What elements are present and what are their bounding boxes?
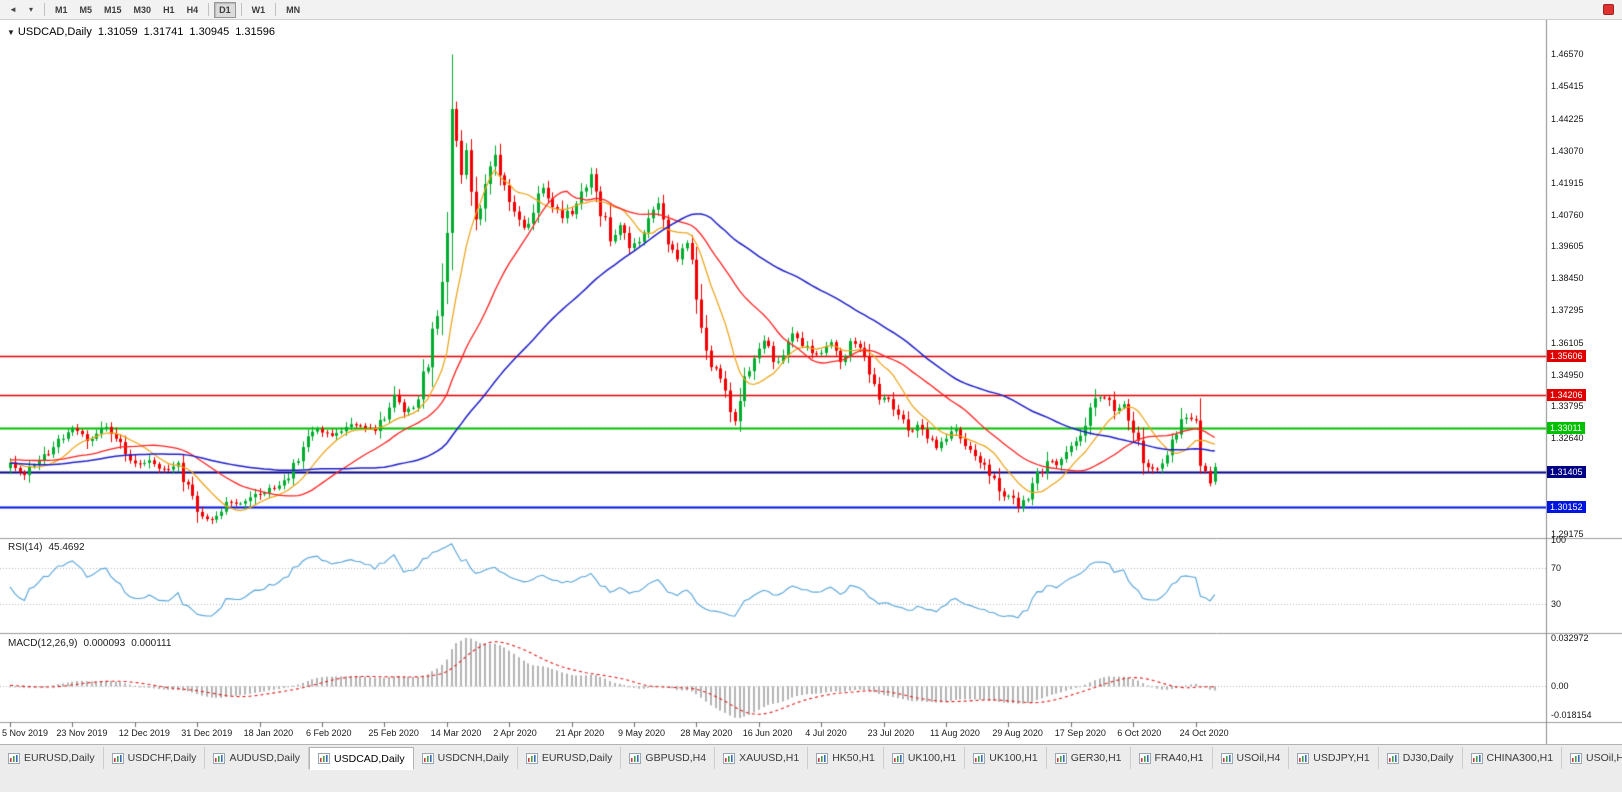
mini-chart-icon — [1470, 752, 1483, 764]
chart-tab-label: DJ30,Daily — [1402, 752, 1454, 764]
mini-chart-icon — [723, 752, 736, 764]
chart-tab-hk50-h1[interactable]: HK50,H1 — [808, 747, 884, 769]
chart-tab-label: USDJPY,H1 — [1313, 752, 1370, 764]
chart-tab-usdcnh-daily[interactable]: USDCNH,Daily — [413, 747, 518, 769]
chart-tab-usdjpy-h1[interactable]: USDJPY,H1 — [1289, 747, 1379, 769]
chart-tab-eurusd-daily[interactable]: EURUSD,Daily — [0, 747, 104, 769]
mini-chart-icon — [816, 752, 829, 764]
toolbar-separator — [240, 3, 242, 16]
mini-chart-icon — [421, 752, 434, 764]
period-button-m15[interactable]: M15 — [99, 2, 127, 18]
chart-tab-label: USDCAD,Daily — [334, 752, 405, 765]
chart-tab-uk100-h1[interactable]: UK100,H1 — [883, 747, 966, 769]
chart-tab-label: UK100,H1 — [989, 752, 1038, 764]
mini-chart-icon — [1054, 752, 1067, 764]
chart-tab-label: USDCHF,Daily — [127, 752, 197, 764]
mini-chart-icon — [111, 752, 124, 764]
chart-tab-usdcad-daily[interactable]: USDCAD,Daily — [309, 747, 414, 770]
chart-tab-bar: EURUSD,Daily USDCHF,Daily AUDUSD,Daily USDC… — [0, 744, 1622, 792]
period-button-group: M1 M5 M15 M30 H1 H4 D1 W1 MN — [49, 1, 306, 18]
chart-tab-label: USOil,H4 — [1236, 752, 1281, 764]
mini-chart-icon — [8, 752, 20, 764]
chart-tab-ger30-h1[interactable]: GER30,H1 — [1046, 747, 1131, 769]
chart-tab-label: UK100,H1 — [907, 752, 957, 764]
chart-tab-label: EURUSD,Daily — [541, 752, 613, 764]
mini-chart-icon — [973, 752, 986, 764]
period-button-m1[interactable]: M1 — [50, 2, 73, 18]
mini-chart-icon — [1297, 752, 1310, 764]
period-button-w1[interactable]: W1 — [247, 2, 271, 18]
mini-chart-icon — [1220, 752, 1233, 764]
toolbar-separator — [44, 3, 45, 16]
chart-tab-gbpusd-h4[interactable]: GBPUSD,H4 — [621, 747, 716, 769]
period-button-mn[interactable]: MN — [281, 2, 305, 18]
chart-tab-label: GBPUSD,H4 — [645, 752, 707, 764]
chart-window: ▼ USDCAD,Daily 1.31059 1.31741 1.30945 1.3159… — [0, 20, 1622, 744]
mini-chart-icon — [629, 752, 642, 764]
period-button-m30[interactable]: M30 — [129, 2, 157, 18]
mini-chart-icon — [1570, 752, 1583, 764]
chart-tab-dj30-daily[interactable]: DJ30,Daily — [1378, 747, 1463, 769]
mini-chart-icon — [525, 752, 538, 764]
dropdown-icon[interactable]: ▾ — [28, 5, 33, 14]
chart-tab-uk100-h1[interactable]: UK100,H1 — [965, 747, 1047, 769]
mini-chart-icon — [1386, 752, 1399, 764]
period-button-m5[interactable]: M5 — [75, 2, 98, 18]
chart-tab-eurusd-daily[interactable]: EURUSD,Daily — [517, 747, 622, 769]
price-chart-canvas[interactable] — [0, 20, 1622, 744]
chart-tab-china300-h1[interactable]: CHINA300,H1 — [1462, 747, 1563, 769]
toolbar-separator — [275, 3, 277, 16]
period-toolbar: ◄ ▾ M1 M5 M15 M30 H1 H4 D1 W1 MN — [0, 0, 1622, 20]
mini-chart-icon — [1138, 752, 1151, 764]
notification-icon[interactable] — [1603, 4, 1614, 15]
chart-tab-label: AUDUSD,Daily — [229, 752, 301, 764]
period-button-h1[interactable]: H1 — [158, 2, 180, 18]
chart-tab-label: CHINA300,H1 — [1486, 752, 1554, 764]
chart-tab-label: EURUSD,Daily — [24, 752, 95, 764]
chart-tab-usoil-h4[interactable]: USOil,H4 — [1212, 747, 1290, 769]
chart-tab-xauusd-h1[interactable]: XAUUSD,H1 — [715, 747, 809, 769]
scroll-left-icon[interactable]: ◄ — [9, 5, 17, 14]
chart-tab-label: USOil,H1 — [1586, 752, 1622, 764]
chart-tab-label: HK50,H1 — [832, 752, 875, 764]
chart-tab-label: USDCNH,Daily — [437, 752, 509, 764]
toolbar-separator — [208, 3, 210, 16]
chart-tab-usdchf-daily[interactable]: USDCHF,Daily — [103, 747, 206, 769]
chart-tab-fra40-h1[interactable]: FRA40,H1 — [1130, 747, 1213, 769]
chart-tab-label: XAUUSD,H1 — [739, 752, 800, 764]
chart-tab-label: FRA40,H1 — [1154, 752, 1204, 764]
period-button-d1[interactable]: D1 — [214, 1, 236, 18]
mini-chart-icon — [213, 752, 226, 764]
mini-chart-icon — [891, 752, 904, 764]
period-button-h4[interactable]: H4 — [182, 2, 204, 18]
chart-tab-label: GER30,H1 — [1070, 752, 1122, 764]
chart-tab-usoil-h1[interactable]: USOil,H1 — [1562, 747, 1622, 769]
mini-chart-icon — [318, 753, 331, 764]
chart-tab-audusd-daily[interactable]: AUDUSD,Daily — [205, 747, 310, 769]
